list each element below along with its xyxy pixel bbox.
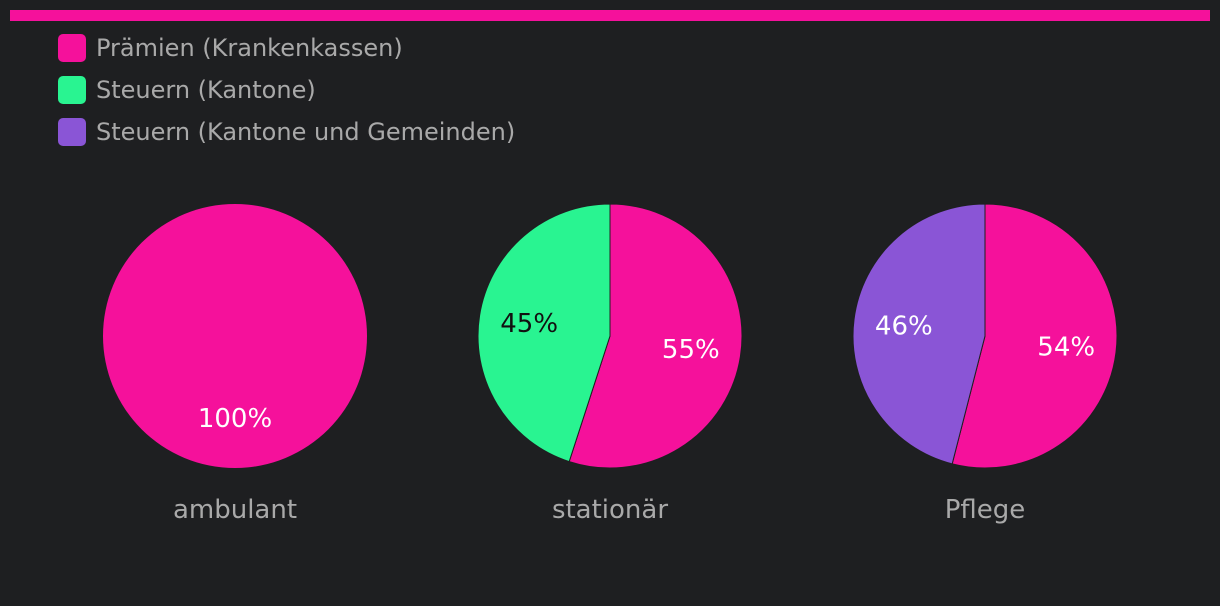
slice-label: 100% bbox=[198, 404, 272, 434]
pie-slice[interactable] bbox=[951, 203, 1118, 469]
legend-label: Steuern (Kantone und Gemeinden) bbox=[96, 118, 516, 146]
pie-slice[interactable] bbox=[852, 203, 986, 465]
legend-label: Prämien (Krankenkassen) bbox=[96, 34, 403, 62]
legend-item[interactable]: Steuern (Kantone und Gemeinden) bbox=[58, 111, 515, 153]
slice-label: 55% bbox=[662, 335, 720, 365]
slice-label: 54% bbox=[1037, 332, 1095, 362]
legend: Prämien (Krankenkassen) Steuern (Kantone)… bbox=[58, 27, 515, 153]
legend-item[interactable]: Prämien (Krankenkassen) bbox=[58, 27, 515, 69]
pie-slice[interactable] bbox=[568, 203, 743, 469]
slice-label: 46% bbox=[875, 312, 933, 342]
pie-title: ambulant bbox=[173, 495, 297, 525]
pie-title: stationär bbox=[552, 495, 668, 525]
legend-swatch bbox=[58, 118, 86, 146]
top-color-bar bbox=[10, 10, 1210, 21]
legend-swatch bbox=[58, 76, 86, 104]
pie-slice[interactable] bbox=[477, 203, 611, 463]
legend-item[interactable]: Steuern (Kantone) bbox=[58, 69, 515, 111]
legend-swatch bbox=[58, 34, 86, 62]
pie-slice[interactable] bbox=[103, 204, 367, 468]
pie-title: Pflege bbox=[945, 495, 1026, 525]
slice-label: 45% bbox=[500, 309, 558, 339]
legend-label: Steuern (Kantone) bbox=[96, 76, 316, 104]
